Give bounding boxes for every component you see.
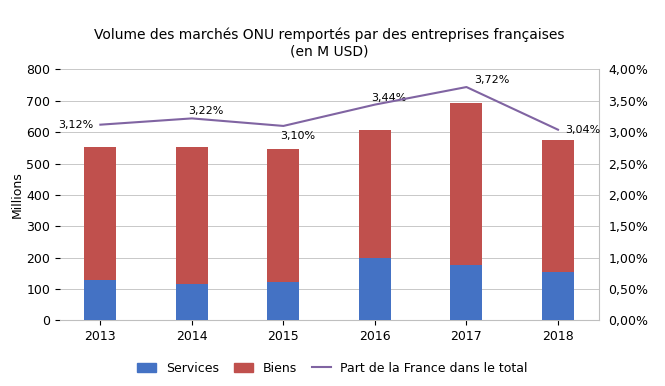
Y-axis label: Millions: Millions xyxy=(11,171,23,218)
Part de la France dans le total xyxy=(188,116,196,121)
Part de la France dans le total xyxy=(554,127,562,132)
Bar xyxy=(359,258,391,320)
Bar xyxy=(542,140,574,272)
Bar xyxy=(176,147,208,284)
Text: 3,10%: 3,10% xyxy=(280,130,315,141)
Bar xyxy=(542,272,574,320)
Legend: Services, Biens, Part de la France dans le total: Services, Biens, Part de la France dans … xyxy=(132,357,533,380)
Part de la France dans le total xyxy=(279,124,287,128)
Text: 3,22%: 3,22% xyxy=(188,107,223,117)
Part de la France dans le total xyxy=(462,85,470,90)
Part de la France dans le total xyxy=(96,122,104,127)
Bar xyxy=(450,264,483,320)
Text: 3,12%: 3,12% xyxy=(58,120,93,130)
Part de la France dans le total xyxy=(371,102,379,107)
Bar xyxy=(267,149,299,282)
Bar xyxy=(176,284,208,320)
Text: 3,04%: 3,04% xyxy=(565,125,600,135)
Bar xyxy=(450,103,483,264)
Text: 3,44%: 3,44% xyxy=(371,93,406,103)
Bar xyxy=(84,147,116,279)
Text: 3,72%: 3,72% xyxy=(473,75,509,85)
Bar xyxy=(359,130,391,258)
Title: Volume des marchés ONU remportés par des entreprises françaises
(en M USD): Volume des marchés ONU remportés par des… xyxy=(94,28,565,59)
Line: Part de la France dans le total: Part de la France dans le total xyxy=(100,87,558,130)
Bar xyxy=(267,282,299,320)
Bar xyxy=(84,279,116,320)
